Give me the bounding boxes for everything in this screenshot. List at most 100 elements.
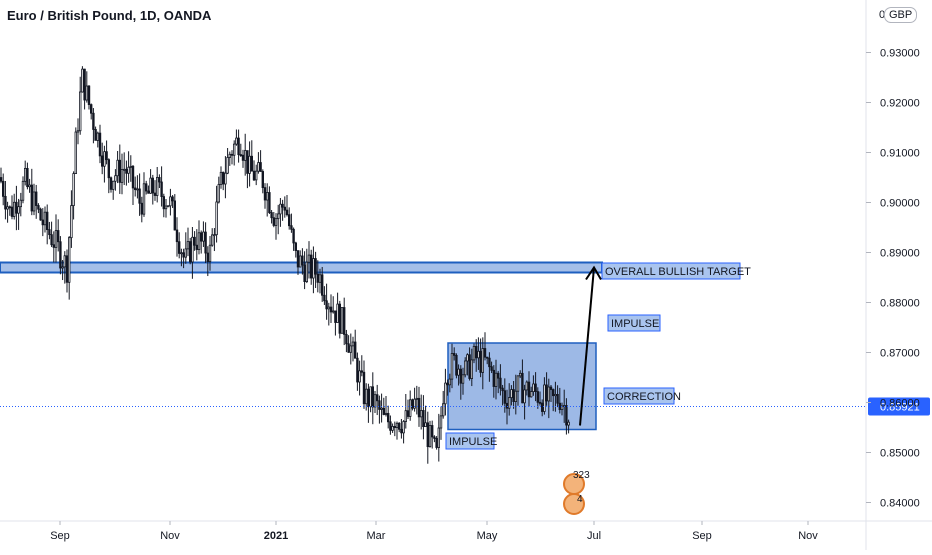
candle-body	[301, 255, 304, 266]
candle-body	[241, 154, 245, 161]
candle-body	[127, 166, 130, 174]
candle-body	[538, 401, 542, 404]
candle-body	[362, 371, 366, 405]
y-tick-label: 0.86000	[880, 398, 920, 410]
candle-body	[492, 369, 496, 387]
candle-body	[182, 252, 185, 258]
candle-body	[94, 129, 97, 141]
candle-body	[39, 208, 42, 221]
candle-body	[345, 333, 348, 345]
candle-body	[446, 382, 449, 386]
price-axis[interactable]: 0.84000 0.85000 0.86000 0.87000 0.88000 0.890…	[866, 48, 920, 510]
candle-body	[235, 137, 238, 145]
candle-body	[552, 389, 555, 397]
candle-body	[202, 231, 205, 242]
candle-body	[21, 180, 25, 201]
candle-body	[441, 403, 445, 417]
watermark-text-2: 4	[577, 494, 583, 505]
candle-body	[276, 213, 280, 220]
candle-body	[250, 155, 254, 172]
candle-body	[318, 274, 322, 283]
candle-body	[307, 254, 311, 263]
candle-body	[342, 307, 346, 335]
candle-body	[303, 264, 306, 282]
candle-body	[331, 310, 335, 313]
candle-body	[424, 422, 427, 428]
time-axis[interactable]: Sep Nov 2021 Mar May Jul Sep Nov	[50, 521, 818, 542]
candle-body	[180, 252, 183, 255]
candle-body	[474, 345, 478, 359]
candle-body	[437, 427, 441, 448]
candle-body	[433, 436, 436, 439]
y-tick-label: 0.88000	[880, 298, 920, 310]
candle-body	[457, 368, 460, 376]
candle-body	[114, 175, 117, 182]
candle-body	[158, 177, 161, 183]
candle-body	[90, 104, 93, 114]
candle-body	[197, 232, 201, 250]
candle-body	[527, 381, 531, 398]
candle-body	[549, 386, 553, 390]
candle-body	[70, 205, 73, 239]
candle-body	[408, 399, 412, 417]
candle-body	[371, 386, 375, 408]
candle-body	[151, 177, 155, 194]
candle-body	[63, 255, 67, 268]
candle-body	[384, 412, 388, 415]
candle-body	[184, 248, 188, 258]
candle-body	[505, 402, 509, 409]
y-tick-label: 0.93000	[880, 48, 920, 60]
candle-body	[430, 425, 434, 438]
candle-body	[221, 171, 225, 185]
candle-body	[230, 153, 234, 156]
candle-body	[532, 383, 535, 392]
candle-body	[105, 151, 108, 161]
candle-body	[129, 165, 133, 168]
candle-body	[175, 229, 179, 243]
candle-body	[30, 184, 34, 212]
candle-body	[164, 205, 168, 210]
candle-body	[72, 173, 75, 206]
candle-body	[171, 196, 174, 202]
candle-body	[391, 426, 394, 431]
candle-body	[149, 177, 152, 194]
candle-body	[188, 241, 192, 263]
bullish-arrow-shaft	[579, 267, 595, 426]
candle-body	[481, 348, 485, 373]
candle-body	[173, 200, 177, 231]
candle-body	[281, 203, 284, 208]
candle-body	[373, 394, 377, 408]
candle-body	[455, 354, 458, 376]
candle-body	[450, 353, 454, 380]
candle-body	[494, 372, 498, 387]
candle-body	[287, 214, 291, 227]
candle-body	[428, 425, 432, 448]
candle-body	[28, 184, 31, 188]
candle-body	[309, 254, 313, 279]
candle-body	[92, 112, 95, 130]
candle-body	[468, 354, 471, 379]
candle-body	[292, 228, 295, 244]
candle-body	[123, 168, 126, 171]
candle-body	[195, 244, 199, 250]
candle-body	[285, 209, 289, 216]
candle-body	[65, 255, 69, 283]
candle-body	[459, 368, 463, 384]
candle-body	[320, 274, 324, 296]
annotation-text-impulse-lower: IMPULSE	[449, 436, 497, 448]
candle-body	[400, 428, 403, 434]
currency-badge[interactable]: GBP	[884, 7, 918, 23]
candle-body	[516, 375, 520, 392]
candle-body	[477, 350, 480, 359]
y-tick-label: 0.87000	[880, 348, 920, 360]
candle-body	[263, 187, 267, 201]
candle-body	[415, 397, 419, 400]
y-tick-label: 0.91000	[880, 148, 920, 160]
candle-body	[444, 382, 447, 405]
annotation-text-overall-target: OVERALL BULLISH TARGET	[605, 266, 751, 278]
candle-body	[19, 199, 23, 208]
candle-body	[439, 415, 443, 429]
